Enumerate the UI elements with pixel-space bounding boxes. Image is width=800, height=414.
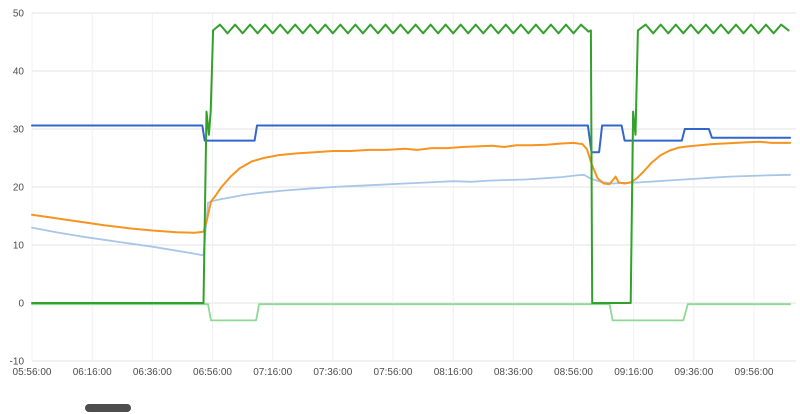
x-tick-label: 09:56:00 — [735, 367, 774, 378]
chart-canvas: -10 0 10 20 30 40 50 05:56:00 06:16:00 06:36:00 06… — [10, 9, 796, 378]
x-tick-label: 09:36:00 — [674, 367, 713, 378]
horizontal-scrollbar-thumb[interactable] — [85, 404, 131, 412]
x-tick-label: 08:36:00 — [494, 367, 533, 378]
series-green — [31, 23, 790, 304]
y-tick-label: 50 — [13, 9, 25, 20]
y-tick-label: -10 — [10, 357, 25, 368]
series-blue — [31, 124, 792, 154]
x-tick-label: 06:36:00 — [133, 367, 172, 378]
y-tick-label: 10 — [13, 241, 25, 252]
x-tick-label: 08:16:00 — [434, 367, 473, 378]
x-tick-label: 07:56:00 — [374, 367, 413, 378]
y-tick-label: 30 — [13, 125, 25, 136]
x-tick-label: 08:56:00 — [554, 367, 593, 378]
y-tick-label: 40 — [13, 67, 25, 78]
x-tick-label: 07:16:00 — [253, 367, 292, 378]
series-light-blue — [31, 173, 791, 257]
y-tick-label: 20 — [13, 183, 25, 194]
series-orange — [31, 140, 792, 234]
x-tick-label: 06:16:00 — [73, 367, 112, 378]
x-tick-label: 05:56:00 — [13, 367, 52, 378]
series-light-green — [31, 303, 791, 322]
x-tick-label: 07:36:00 — [313, 367, 352, 378]
y-tick-label: 0 — [18, 299, 24, 310]
x-tick-label: 09:16:00 — [614, 367, 653, 378]
x-tick-label: 06:56:00 — [193, 367, 232, 378]
